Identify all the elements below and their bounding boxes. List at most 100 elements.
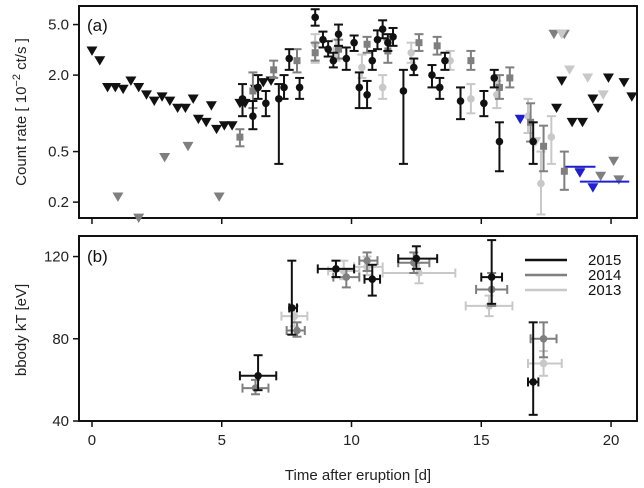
- panel-a-ylabel-prefix: Count rate [ 10: [13, 87, 30, 186]
- panel-a-2015-upper-limits-point: [94, 56, 106, 66]
- panel-a-2015-upper-limits-point: [551, 103, 563, 114]
- panel-a-2015-point: [480, 99, 488, 108]
- panel-a-2015-upper-limits-point: [148, 96, 160, 106]
- panel-a-2015-point: [410, 63, 418, 72]
- panel-a-2015-point: [373, 35, 382, 44]
- panel-b-frame: [78, 235, 638, 422]
- panel-a-2015-upper-limits-point: [602, 73, 614, 83]
- panel-b-ylabel: bbody kT [eV]: [13, 284, 30, 376]
- panel-b-xtick-label: 10: [343, 432, 360, 449]
- panel-a-2014-point: [311, 49, 319, 57]
- panel-a-ytick-label: 5.0: [48, 17, 69, 34]
- panel-a-2015-point: [350, 38, 358, 47]
- panel-a-2015-point: [529, 137, 537, 146]
- panel-b-xtick-label: 5: [218, 432, 226, 449]
- panel-b-2015-point: [288, 304, 296, 312]
- legend-label-2014: 2014: [588, 267, 621, 284]
- panel-b-2014-point: [539, 334, 548, 343]
- panel-a-2015-point: [355, 83, 364, 92]
- panel-a-2015-point: [378, 25, 387, 33]
- panel-a-2015-upper-limits-point: [117, 84, 129, 95]
- panel-a-2015-point: [262, 99, 270, 108]
- panel-b-2014-point: [363, 256, 371, 265]
- panel-b-2013-point: [415, 269, 423, 277]
- panel-a-2014-upper-limits-point: [213, 192, 225, 202]
- panel-a-2014-point: [540, 142, 548, 150]
- panel-b-ytick-label: 120: [44, 249, 69, 266]
- panel-a-2015-upper-limits-point: [592, 103, 604, 114]
- panel-a-2015-upper-limits-point: [164, 96, 176, 106]
- panel-a-2014-point: [433, 42, 441, 50]
- x-axis-title: Time after eruption [d]: [285, 467, 431, 484]
- panel-a-2015-point: [324, 45, 332, 53]
- legend-label-2015: 2015: [588, 252, 621, 269]
- panel-a-2015-upper-limits-point: [187, 94, 199, 104]
- panel-a-2015-point: [435, 83, 444, 92]
- panel-a-2015-point: [238, 95, 247, 103]
- panel-a-2015-upper-limits-point: [156, 92, 168, 102]
- panel-a-2013-upper-limits-point: [597, 90, 609, 100]
- panel-b-ytick-label: 80: [52, 331, 69, 348]
- panel-a-2015-upper-limits-point: [257, 78, 269, 88]
- panel-a-2013-upper-limits-point: [582, 73, 594, 83]
- panel-a-ytick-label: 0.5: [48, 144, 69, 161]
- panel-a-2014-point: [560, 167, 568, 175]
- panel-b-2015-point: [254, 371, 262, 380]
- panel-a-2014-point: [249, 87, 257, 95]
- panel-a-2015-point: [384, 38, 392, 47]
- panel-a-2015-upper-limits-point: [226, 121, 238, 131]
- panel-a-2014-upper-limits-point: [159, 152, 171, 163]
- panel-a-2014-upper-limits-point: [548, 29, 560, 40]
- panel-a-2015-point: [368, 56, 377, 65]
- panel-a-2013-point: [378, 83, 387, 92]
- panel-a-2015-upper-limits-point: [576, 117, 588, 128]
- panel-a-2014-upper-limits-point: [112, 192, 124, 202]
- panel-b-2014-point: [293, 326, 301, 335]
- panel-a-2015-upper-limits-point: [205, 101, 217, 111]
- panel-a-ylabel-exponent: −2: [11, 74, 23, 87]
- panel-a-2015-point: [389, 33, 397, 41]
- panel-a-2015-point: [334, 30, 343, 38]
- panel-a-2014-point: [415, 39, 423, 47]
- panel-a-2015-point: [295, 83, 304, 92]
- panel-a-tag: (a): [87, 16, 108, 35]
- panel-b-xtick-label: 0: [88, 432, 96, 449]
- panel-a-2014-point: [495, 83, 503, 91]
- panel-a-2015-upper-limits-point: [218, 121, 230, 131]
- panel-a-2015-upper-limits-point: [200, 117, 212, 128]
- legend-label-2013: 2013: [588, 282, 621, 299]
- panel-a-2015-point: [319, 35, 327, 44]
- panel-a-2015-upper-limits-point: [133, 83, 145, 93]
- panel-a-2015-upper-limits-point: [179, 103, 191, 114]
- panel-a-2015-upper-limits-point: [618, 78, 630, 88]
- panel-a-2015-upper-limits-point: [556, 76, 568, 86]
- panel-a-2015-upper-limits-point: [566, 117, 578, 128]
- panel-a-2015-point: [490, 74, 499, 82]
- panel-a-plot-area: [86, 8, 638, 223]
- panel-a-2014-upper-limits-point: [608, 156, 620, 167]
- panel-b-tag: (b): [87, 247, 108, 266]
- panel-a-2013-point: [537, 179, 545, 188]
- panel-a-2015-upper-limits-point: [211, 124, 223, 135]
- panel-a-2013-upper-limits-point: [556, 29, 568, 40]
- panel-a-blue-upper-limits-point: [514, 114, 526, 125]
- panel-a-blue-upper-limits-point: [587, 183, 599, 193]
- panel-a-2015-point: [441, 56, 449, 65]
- panel-a-2015-point: [342, 54, 351, 63]
- panel-a-2015-point: [280, 83, 288, 92]
- panel-b-2013-point: [539, 359, 548, 368]
- panel-a-2014-upper-limits-point: [182, 141, 194, 152]
- panel-b-2015-point: [529, 378, 537, 386]
- panel-a-ylabel-suffix: ct/s ]: [13, 38, 30, 74]
- panel-a-2013-point: [467, 95, 475, 103]
- panel-a-ytick-label: 2.0: [48, 67, 69, 84]
- panel-a-ytick-label: 0.2: [48, 194, 69, 211]
- panel-a-blue-upper-limits-point: [574, 168, 586, 178]
- panel-a-2014-point: [363, 40, 371, 48]
- panel-a-2013-upper-limits-point: [564, 65, 576, 75]
- panel-a-2015-point: [456, 97, 465, 105]
- panel-b-xtick-label: 20: [603, 432, 620, 449]
- panel-a-2015-upper-limits-point: [140, 90, 152, 100]
